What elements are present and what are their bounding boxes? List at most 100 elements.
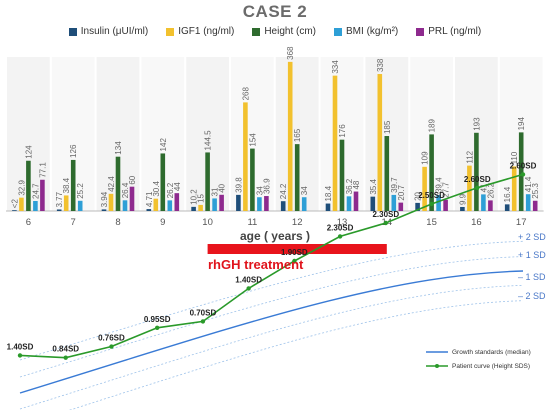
data-label: 24.2 (279, 183, 288, 199)
x-tick-label: 10 (202, 217, 213, 228)
bar (212, 198, 217, 211)
data-label: 134 (114, 141, 123, 155)
patient-sd-label: 2.50SD (418, 191, 445, 200)
data-label: 35.4 (369, 179, 378, 195)
data-label: 77.1 (38, 162, 47, 178)
growth-legend: Growth standards (median) Patient curve … (426, 345, 531, 373)
bar (153, 198, 159, 211)
patient-point (63, 355, 68, 360)
bar (443, 199, 448, 211)
data-label: 60 (128, 175, 137, 184)
bar (370, 196, 376, 211)
bar (415, 202, 420, 211)
data-label: 9.9 (458, 193, 467, 205)
data-label: 176 (338, 124, 347, 138)
bar (160, 153, 166, 211)
data-label: 20.7 (397, 184, 406, 200)
legend-label: Height (cm) (264, 26, 317, 37)
legend-item-height: Height (cm) (252, 26, 316, 37)
growth-legend-swatch (426, 351, 448, 353)
chart-title: CASE 2 (242, 2, 308, 21)
data-label: 25.2 (76, 183, 85, 199)
data-label: 39.4 (435, 177, 444, 193)
patient-point (337, 234, 343, 239)
patient-sd-label: 2.60SD (510, 161, 537, 170)
x-tick-label: 13 (337, 217, 348, 228)
data-label: 368 (286, 46, 295, 60)
bar (40, 179, 45, 211)
bar (19, 197, 24, 211)
treatment-bar (207, 244, 387, 254)
bar (26, 160, 31, 211)
data-label: 34 (255, 186, 264, 195)
data-label: 112 (465, 150, 474, 163)
bar (56, 209, 62, 211)
bar (436, 195, 441, 211)
bar (287, 61, 293, 211)
legend-item-bmi: BMI (kg/m²) (334, 26, 398, 37)
bar (146, 209, 152, 211)
patient-point (520, 172, 526, 177)
x-tick-label: 16 (471, 217, 482, 228)
bar (429, 134, 434, 211)
growth-legend-label: Growth standards (median) (452, 348, 531, 356)
legend: Insulin (μUI/ml) IGF1 (ng/ml) Height (cm… (0, 26, 550, 37)
patient-sd-label: 0.84SD (52, 345, 79, 354)
x-tick-label: 17 (516, 217, 527, 228)
bar (236, 194, 241, 211)
patient-sd-label: 1.40SD (7, 342, 34, 351)
bar (488, 200, 493, 211)
data-label: 30.4 (152, 181, 161, 197)
bar (422, 166, 427, 211)
bar (532, 200, 538, 211)
data-label: 16.4 (503, 186, 512, 202)
data-label: 189 (428, 119, 437, 133)
data-label: 39.7 (390, 177, 399, 193)
bar (353, 191, 359, 211)
data-label: 42.4 (107, 176, 116, 192)
bar (391, 194, 397, 211)
bar (377, 74, 383, 211)
data-label: 142 (159, 138, 168, 152)
patient-sd-label: 2.30SD (372, 210, 399, 219)
bar (518, 132, 524, 211)
sd-band-label: + 2 SD (518, 232, 546, 242)
legend-item-insulin: Insulin (μUI/ml) (68, 26, 148, 37)
patient-sd-label: 1.90SD (281, 248, 308, 257)
data-label: 27.7 (442, 182, 451, 198)
bar (301, 197, 307, 211)
patient-sd-label: 0.76SD (98, 334, 125, 343)
patient-point (429, 201, 434, 207)
legend-item-prl: PRL (ng/ml) (416, 26, 481, 37)
growth-legend-item-median: Growth standards (median) (426, 345, 531, 359)
legend-label: PRL (ng/ml) (428, 26, 482, 37)
patient-sd-label: 0.95SD (144, 315, 171, 324)
x-tick-label: 8 (115, 217, 120, 228)
data-label: 41.4 (524, 176, 533, 192)
data-label: 193 (472, 117, 481, 131)
data-label: 3.77 (55, 191, 64, 207)
data-label: 26.2 (166, 182, 175, 198)
data-label: 110 (510, 151, 519, 164)
median-curve (19, 270, 524, 394)
data-label: 15 (197, 193, 206, 202)
bar (198, 204, 203, 211)
bar (474, 132, 479, 211)
data-label: 32.9 (17, 180, 26, 196)
data-label: 4.71 (145, 191, 154, 207)
bar (332, 75, 338, 211)
bar (219, 194, 224, 211)
x-tick-label: 11 (247, 217, 257, 228)
x-tick-label: 6 (26, 217, 31, 228)
sd-band-line (68, 300, 524, 410)
data-label: 31 (211, 187, 220, 196)
bar (129, 186, 135, 211)
data-label: 41 (479, 183, 488, 192)
x-axis-title: age ( years ) (239, 229, 311, 243)
bar (294, 144, 300, 211)
bar (33, 200, 38, 211)
bar (115, 156, 121, 211)
bar (481, 194, 486, 211)
bar (467, 165, 472, 211)
data-label: 26.4 (121, 182, 130, 198)
